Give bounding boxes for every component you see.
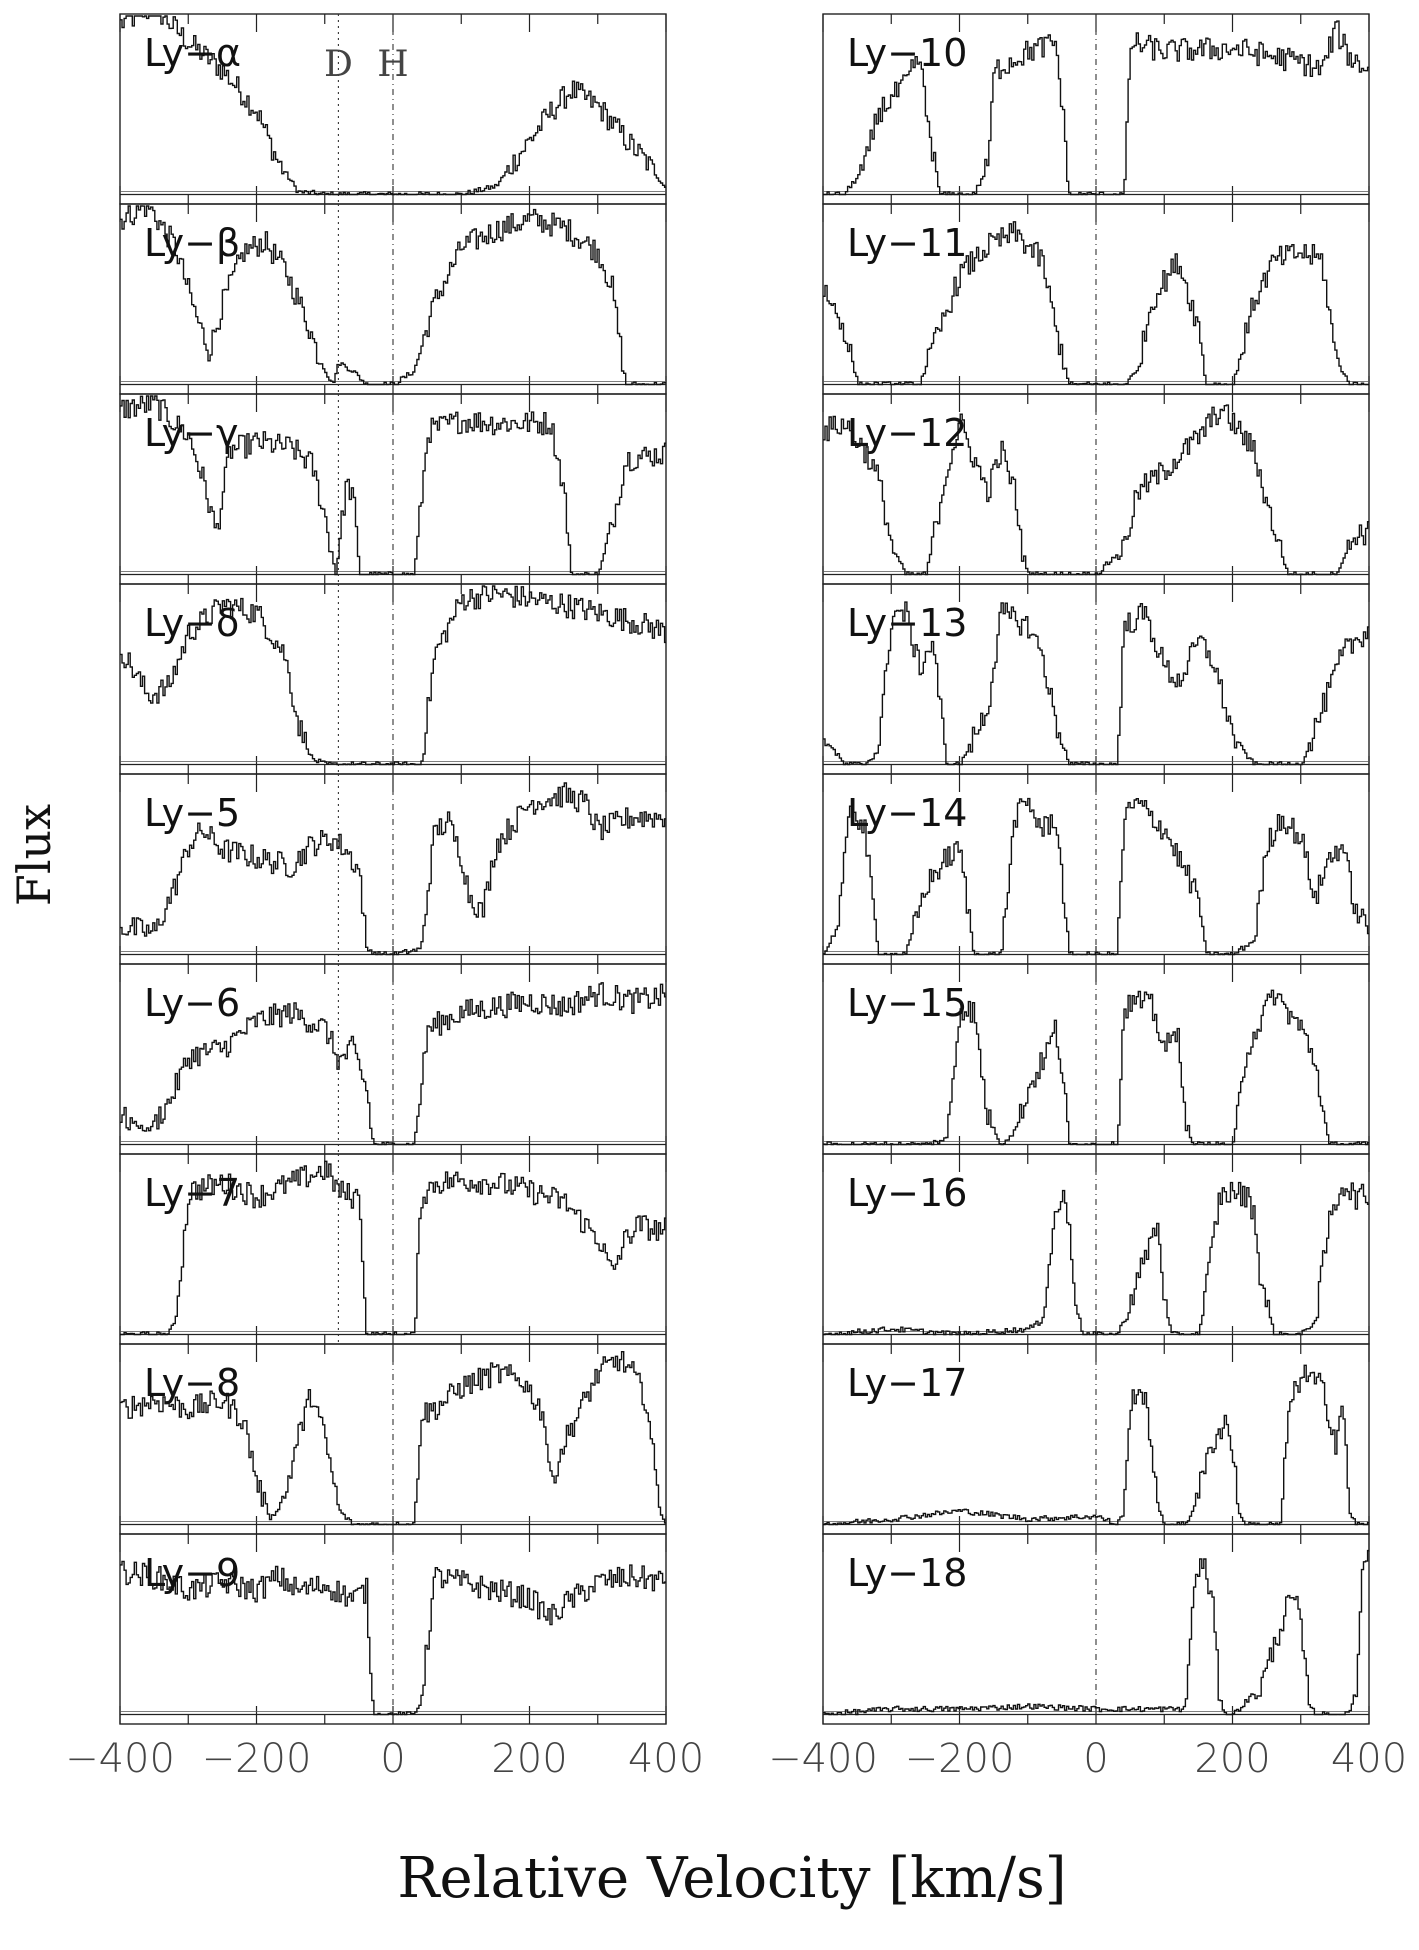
panel-2-3: Ly−12: [822, 393, 1370, 585]
spectrum-line: [120, 982, 666, 1146]
x-tick-label: 200: [1194, 1736, 1270, 1782]
x-axis-label: Relative Velocity [km/s]: [397, 1846, 1066, 1911]
spectrum-line: [823, 404, 1369, 576]
spectrum-line: [120, 1560, 666, 1716]
panel-label: Ly−γ: [144, 411, 239, 455]
panel-2-6: Ly−15: [822, 963, 1370, 1155]
panel-label: Ly−δ: [144, 601, 239, 645]
x-tick-label: 200: [491, 1736, 567, 1782]
panel-label: Ly−13: [847, 601, 967, 645]
panel-label: Ly−9: [144, 1551, 240, 1595]
panel-1-8: Ly−8: [119, 1343, 667, 1535]
y-axis-label: Flux: [7, 804, 61, 906]
panel-2-8: Ly−17: [822, 1343, 1370, 1535]
spectrum-line: [823, 20, 1369, 196]
panel-label: Ly−16: [847, 1171, 967, 1215]
spectrum-line: [120, 1160, 666, 1336]
panel-label: Ly−11: [847, 221, 967, 265]
panel-1-2: Ly−β: [119, 203, 667, 395]
x-tick-label: 400: [628, 1736, 704, 1782]
spectrum-line: [823, 221, 1369, 386]
x-tick-label: −400: [65, 1736, 175, 1782]
panel-label: Ly−6: [144, 981, 240, 1025]
panel-label: Ly−β: [144, 221, 240, 265]
spectrum-line: [823, 1181, 1369, 1336]
panel-2-1: Ly−10: [822, 13, 1370, 205]
d-annotation: D: [324, 44, 353, 85]
panel-1-6: Ly−6: [119, 963, 667, 1155]
spectrum-line: [120, 1351, 666, 1526]
panel-label: Ly−8: [144, 1361, 240, 1405]
panel-label: Ly−5: [144, 791, 240, 835]
spectrum-line: [120, 395, 666, 576]
plot-area: Ly−α D H Ly−β Ly−γ Ly−δ Ly−5 Ly−6 Ly−7 Ly−8 Ly−9 −4…: [65, 13, 1407, 1782]
spectrum-line: [823, 1364, 1369, 1526]
spectrum-line: [120, 15, 666, 196]
x-tick-label: −200: [202, 1736, 312, 1782]
h-annotation: H: [377, 44, 408, 85]
panel-label: Ly−14: [847, 791, 967, 835]
x-tick-label: 400: [1331, 1736, 1407, 1782]
panel-label: Ly−17: [847, 1361, 967, 1405]
panel-1-1: Ly−α D H: [119, 13, 667, 205]
panel-label: Ly−7: [144, 1171, 240, 1215]
panel-2-4: Ly−13: [822, 583, 1370, 775]
spectrum-line: [823, 797, 1369, 956]
spectrum-line: [120, 585, 666, 766]
spectrum-line: [823, 1549, 1369, 1716]
x-tick-label: −400: [768, 1736, 878, 1782]
panel-1-4: Ly−δ: [119, 583, 667, 775]
x-tick-label: 0: [380, 1736, 405, 1782]
panel-1-5: Ly−5: [119, 773, 667, 965]
panel-1-3: Ly−γ: [119, 393, 667, 585]
panel-label: Ly−15: [847, 981, 967, 1025]
panel-label: Ly−α: [144, 31, 241, 75]
spectrum-line: [823, 601, 1369, 766]
spectrum-line: [120, 782, 666, 956]
panel-2-5: Ly−14: [822, 773, 1370, 965]
panel-2-9: Ly−18: [822, 1533, 1370, 1725]
panel-label: Ly−10: [847, 31, 967, 75]
panel-label: Ly−12: [847, 411, 967, 455]
panel-2-2: Ly−11: [822, 203, 1370, 395]
x-tick-label: −200: [905, 1736, 1015, 1782]
x-tick-label: 0: [1083, 1736, 1108, 1782]
panel-1-7: Ly−7: [119, 1153, 667, 1345]
panel-1-9: Ly−9: [119, 1533, 667, 1725]
spectrum-line: [120, 205, 666, 386]
panel-label: Ly−18: [847, 1551, 967, 1595]
spectrum-line: [823, 989, 1369, 1146]
panel-2-7: Ly−16: [822, 1153, 1370, 1345]
